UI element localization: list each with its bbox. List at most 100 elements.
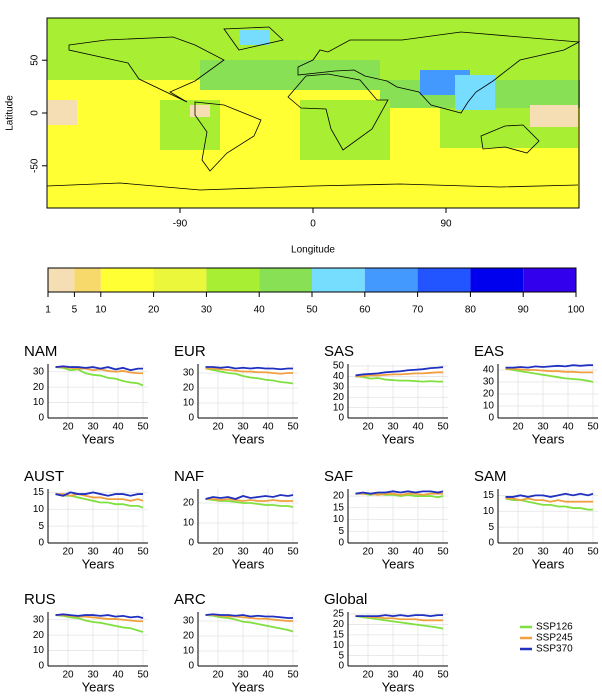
x-tick-label: 20 <box>512 547 524 558</box>
map-zone <box>190 105 210 117</box>
x-tick-label: 40 <box>562 422 574 433</box>
x-axis-label: Years <box>82 679 115 694</box>
x-tick-label: 20 <box>212 422 224 433</box>
colorbar-box <box>74 268 101 292</box>
x-axis-label: Years <box>232 679 265 694</box>
y-tick-label: 50 <box>333 361 345 372</box>
y-tick-label: 30 <box>183 368 195 379</box>
series-line <box>205 494 294 500</box>
x-tick-label: 30 <box>387 670 399 681</box>
x-tick-label: 50 <box>287 547 299 558</box>
colorbar-tick-label: 100 <box>568 305 585 316</box>
map-zone <box>530 105 578 127</box>
x-axis-label: Years <box>82 556 115 571</box>
y-tick-label: 10 <box>33 504 45 515</box>
series-line <box>505 367 594 383</box>
x-axis-label: Years <box>382 679 415 694</box>
x-tick-label: 50 <box>137 670 149 681</box>
colorbar-tick-label: 20 <box>148 305 160 316</box>
x-tick-label: 30 <box>87 547 99 558</box>
x-tick-label: 50 <box>587 547 599 558</box>
series-line <box>505 367 593 374</box>
x-tick-label: 30 <box>87 670 99 681</box>
map-y-label: Latitude <box>5 95 16 131</box>
map-zone <box>200 60 380 90</box>
x-tick-label: 20 <box>362 547 374 558</box>
y-tick-label: 40 <box>333 371 345 382</box>
y-tick-label: 30 <box>183 616 195 627</box>
y-tick-label: 10 <box>33 397 45 408</box>
y-tick-label: 5 <box>488 522 494 533</box>
panel: SAM 0 5 10 15 20 30 40 50 Years <box>474 468 599 571</box>
y-tick-label: 0 <box>38 538 44 549</box>
y-tick-label: 0 <box>38 413 44 424</box>
series-line <box>55 491 143 497</box>
y-tick-label: 20 <box>183 383 195 394</box>
y-tick-label: 15 <box>333 629 345 640</box>
panel: NAM 0 10 20 30 20 30 40 50 Years <box>24 343 149 446</box>
legend-label: SSP370 <box>536 644 573 655</box>
x-tick-label: 30 <box>387 422 399 433</box>
y-tick-label: 30 <box>483 377 495 388</box>
coastline <box>480 124 540 154</box>
series-line <box>205 367 294 385</box>
x-tick-label: 30 <box>237 547 249 558</box>
y-tick-label: 20 <box>333 619 345 630</box>
y-tick-label: 10 <box>483 401 495 412</box>
y-tick-label: 40 <box>483 365 495 376</box>
x-tick-label: 20 <box>362 670 374 681</box>
panel-title: ARC <box>174 591 206 608</box>
map-x-tick-label: 0 <box>310 219 316 230</box>
legend-label: SSP126 <box>536 622 573 633</box>
x-tick-label: 40 <box>112 422 124 433</box>
x-tick-label: 30 <box>87 422 99 433</box>
map-field <box>46 17 581 209</box>
x-tick-label: 40 <box>112 670 124 681</box>
series-line <box>355 614 443 618</box>
colorbar-box <box>417 268 471 292</box>
y-tick-label: 15 <box>483 490 495 501</box>
colorbar-tick-label: 90 <box>518 305 530 316</box>
y-tick-label: 10 <box>183 518 195 529</box>
colorbar-box <box>259 268 312 292</box>
series-line <box>355 490 444 495</box>
y-tick-label: 10 <box>333 402 345 413</box>
panel: NAF 0 10 20 20 30 40 50 Years <box>174 468 299 571</box>
x-tick-label: 40 <box>112 547 124 558</box>
y-tick-label: 20 <box>333 392 345 403</box>
series-line <box>355 615 444 630</box>
y-tick-label: 0 <box>338 661 344 672</box>
series-line <box>205 613 293 619</box>
x-tick-label: 50 <box>287 670 299 681</box>
y-tick-label: 25 <box>333 609 345 620</box>
x-tick-label: 20 <box>212 547 224 558</box>
panel-title: Global <box>324 591 367 608</box>
colorbar-tick-label: 80 <box>465 305 477 316</box>
y-tick-label: 0 <box>488 413 494 424</box>
y-tick-label: 20 <box>33 382 45 393</box>
map-y-tick-label: 0 <box>30 110 41 116</box>
colorbar-tick-label: 60 <box>359 305 371 316</box>
x-tick-label: 30 <box>237 422 249 433</box>
x-axis-label: Years <box>82 431 115 446</box>
series-line <box>55 366 144 387</box>
series-line <box>355 375 443 383</box>
coastline <box>287 73 389 151</box>
x-axis-label: Years <box>232 556 265 571</box>
colorbar-box <box>48 268 75 292</box>
x-tick-label: 30 <box>537 547 549 558</box>
x-axis-label: Years <box>532 431 565 446</box>
y-tick-label: 0 <box>38 661 44 672</box>
map-y-tick-label: 50 <box>30 54 41 66</box>
map-zone <box>240 30 270 45</box>
panel: RUS 0 10 20 30 20 30 40 50 Years <box>24 591 149 694</box>
panel-title: EAS <box>474 343 504 360</box>
colorbar-tick-label: 50 <box>306 305 318 316</box>
legend-label: SSP245 <box>536 633 573 644</box>
x-axis-label: Years <box>232 431 265 446</box>
y-tick-label: 0 <box>338 413 344 424</box>
